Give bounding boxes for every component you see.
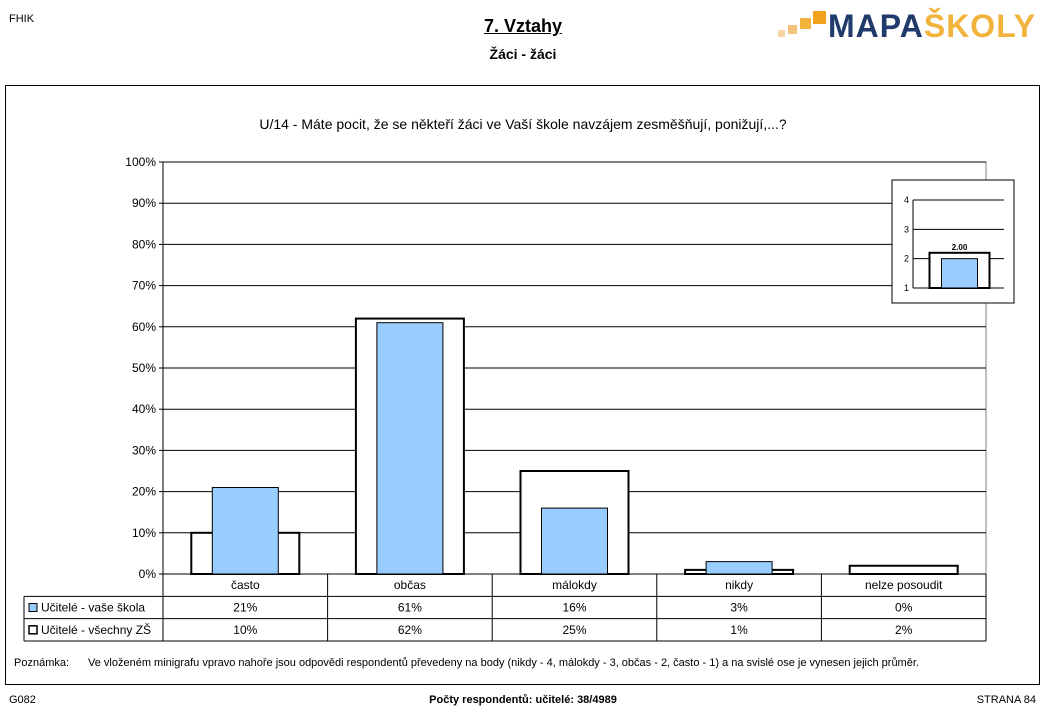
y-tick-label: 50% (132, 361, 156, 375)
data-label-series1: 3% (730, 601, 748, 615)
legend-label-series2: Učitelé - všechny ZŠ (41, 622, 151, 637)
page-title: 7. Vztahy (483, 16, 563, 36)
legend-label-series1: Učitelé - vaše škola (41, 601, 145, 615)
footer-page-number: STRANA 84 (976, 694, 1036, 706)
data-label-series2: 10% (233, 623, 257, 637)
mini-y-tick-label: 2 (904, 254, 909, 264)
mini-y-tick-label: 4 (904, 195, 909, 205)
bar-series1 (705, 561, 773, 575)
data-label-series2: 25% (562, 623, 586, 637)
data-label-series2: 62% (398, 623, 422, 637)
y-tick-label: 90% (132, 196, 156, 210)
logo: MAPAŠKOLY (776, 8, 1036, 44)
legend-key-series2 (28, 625, 38, 635)
data-label-series1: 16% (562, 601, 586, 615)
data-label-series2: 1% (730, 623, 748, 637)
bar-series1 (541, 507, 608, 575)
mini-y-tick-label: 3 (904, 224, 909, 234)
logo-text-part1: MAPA (828, 8, 924, 44)
footer-page-code: G082 (9, 694, 36, 706)
y-tick-label: 30% (132, 443, 156, 457)
footer-respondents: Počty respondentů: učitelé: 38/4989 (429, 694, 617, 706)
logo-text-part2: ŠKOLY (923, 8, 1037, 44)
y-tick-label: 10% (132, 526, 156, 540)
category-label: často (231, 578, 260, 592)
category-label: nelze posoudit (865, 578, 943, 592)
logo-squares-icon (778, 11, 826, 37)
main-chart: 100% 90% 80% 70% 60% 50% 40% 30% 20% 10% 0% (125, 155, 987, 581)
note-label: Poznámka: (14, 657, 70, 669)
y-tick-label: 60% (132, 320, 156, 334)
category-label: málokdy (552, 578, 597, 592)
data-label-series2: 2% (895, 623, 913, 637)
page-subtitle: Žáci - žáci (489, 46, 557, 62)
chart-question: U/14 - Máte pocit, že se někteří žáci ve… (259, 116, 787, 132)
note-text: Ve vloženém minigrafu vpravo nahoře jsou… (88, 657, 919, 669)
category-label: občas (394, 578, 426, 592)
y-tick-label: 0% (139, 567, 157, 581)
mini-y-tick-label: 1 (904, 283, 909, 293)
mini-bar-series1 (941, 258, 978, 289)
category-label: nikdy (725, 578, 753, 592)
chart-frame (5, 85, 1040, 685)
bar-series1 (376, 322, 444, 575)
y-tick-label: 100% (125, 155, 156, 169)
data-label-series1: 0% (895, 601, 913, 615)
data-table: často 21% 10% občas 61% 62% málokdy 16% 25% nikdy… (23, 573, 987, 642)
bar-series2 (848, 564, 959, 576)
y-tick-label: 40% (132, 402, 156, 416)
legend-key-series1 (28, 603, 38, 612)
data-label-series1: 61% (398, 601, 422, 615)
mini-value-label: 2.00 (952, 243, 968, 252)
header-code: FHIK (9, 13, 35, 25)
y-tick-label: 70% (132, 279, 156, 293)
data-label-series1: 21% (233, 601, 257, 615)
y-tick-label: 80% (132, 237, 156, 251)
y-tick-label: 20% (132, 485, 156, 499)
mini-chart: 4 3 2 1 2.00 (891, 179, 1015, 304)
bar-series1 (211, 486, 279, 575)
